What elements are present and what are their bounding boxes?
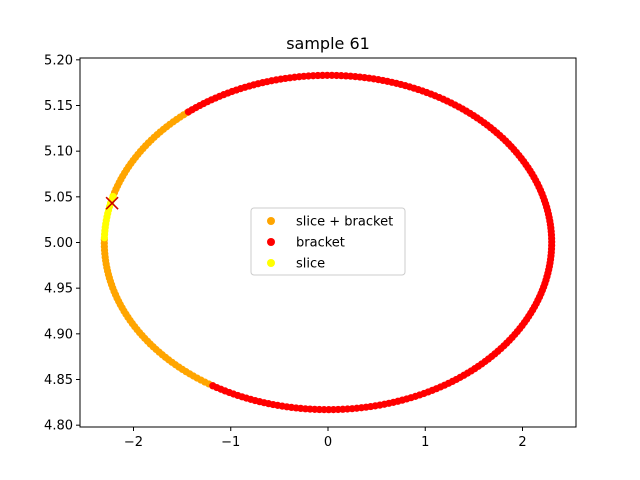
legend-label: bracket — [296, 236, 345, 251]
y-tick-label: 4.90 — [44, 327, 73, 342]
y-tick-label: 5.20 — [44, 53, 73, 68]
y-tick-label: 5.10 — [44, 145, 73, 160]
x-tick-label: 2 — [518, 435, 526, 450]
chart-title: sample 61 — [286, 34, 370, 53]
x-tick-label: 1 — [421, 435, 429, 450]
legend-box — [250, 207, 406, 276]
y-tick-label: 4.95 — [44, 282, 73, 297]
y-tick-label: 5.05 — [44, 190, 73, 205]
x-marker — [105, 196, 119, 210]
plot-marker — [105, 196, 119, 210]
x-axis: −2 −1 0 1 2 — [124, 427, 527, 450]
plot-points — [100, 71, 556, 414]
y-tick-label: 5.00 — [44, 236, 73, 251]
legend-marker — [267, 259, 275, 267]
legend-label: slice — [296, 257, 325, 272]
x-tick-label: −1 — [221, 435, 240, 450]
y-tick-label: 4.85 — [44, 373, 73, 388]
legend-label: slice + bracket — [296, 215, 393, 230]
legend-marker — [267, 238, 275, 246]
y-tick-label: 4.80 — [44, 419, 73, 434]
y-tick-label: 5.15 — [44, 99, 73, 114]
data-point — [100, 234, 109, 242]
y-axis: 4.80 4.85 4.90 4.95 5.00 5.05 5.10 5.15 5.20 — [44, 53, 80, 434]
legend: slice + bracket bracket slice — [250, 207, 406, 276]
data-point — [184, 108, 193, 116]
legend-marker — [267, 217, 275, 225]
x-tick-label: −2 — [124, 435, 143, 450]
x-tick-label: 0 — [324, 435, 332, 450]
